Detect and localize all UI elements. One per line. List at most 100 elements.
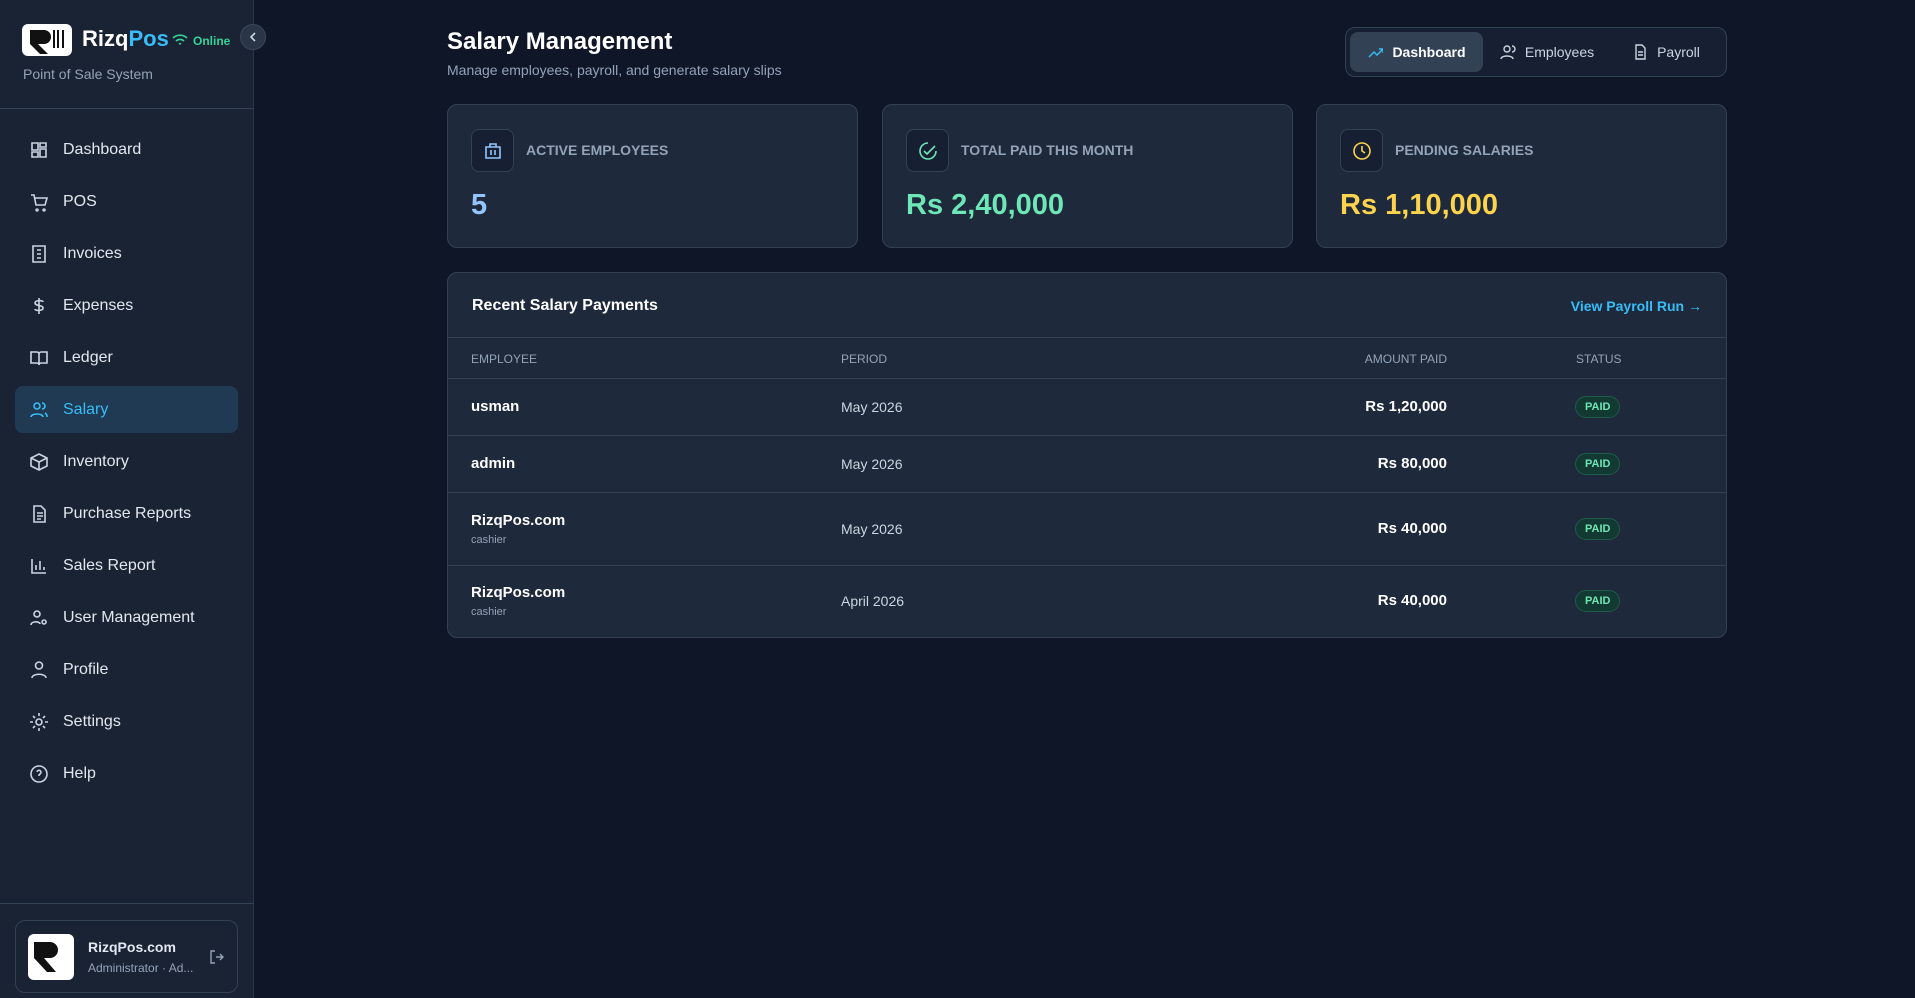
nav-icon: [34, 297, 44, 314]
employee-role: cashier: [471, 606, 507, 618]
status: Online: [193, 34, 231, 48]
amount: Rs 40,000: [1377, 519, 1447, 537]
nav-item[interactable]: Help: [15, 750, 238, 797]
stat-icon: [1340, 129, 1383, 172]
amount: Rs 80,000: [1377, 454, 1447, 472]
nav-icon: [31, 660, 47, 678]
stat-label: TOTAL PAID THIS MONTH: [961, 142, 1134, 158]
nav-item[interactable]: Dashboard: [15, 126, 238, 173]
nav-label: POS: [63, 192, 97, 210]
column-header: AMOUNT PAID: [1364, 352, 1447, 366]
nav-label: Purchase Reports: [63, 504, 192, 522]
payroll-link[interactable]: View Payroll Run →: [1570, 298, 1702, 314]
user-role: Administrator · Ad...: [88, 961, 194, 975]
stat-card: PENDING SALARIES Rs 1,10,000: [1316, 104, 1727, 248]
collapse-button[interactable]: [240, 24, 266, 50]
nav-icon: [31, 558, 46, 574]
employee-role: cashier: [471, 533, 507, 546]
nav-label: User Management: [63, 608, 195, 626]
stat-label: PENDING SALARIES: [1395, 142, 1534, 158]
brand: RizqPos: [82, 26, 169, 52]
nav-icon: [33, 504, 46, 523]
nav-label: Sales Report: [63, 556, 156, 574]
nav-item[interactable]: Expenses: [15, 282, 238, 329]
employee-name: usman: [471, 397, 520, 415]
employee-name: RizqPos.com: [471, 584, 566, 601]
nav-label: Help: [63, 764, 96, 782]
column-header: STATUS: [1576, 352, 1622, 366]
avatar: [28, 934, 74, 980]
page-title: Salary Management: [447, 28, 673, 55]
nav-icon: [30, 764, 48, 783]
column-header: PERIOD: [841, 352, 888, 366]
nav-icon: [30, 452, 48, 471]
column-header: EMPLOYEE: [471, 352, 538, 366]
nav-icon: [30, 401, 48, 417]
nav-item[interactable]: Ledger: [15, 334, 238, 381]
period: May 2026: [841, 398, 903, 415]
amount: Rs 1,20,000: [1365, 397, 1447, 415]
nav-item[interactable]: Salary: [15, 386, 238, 433]
stat-value: Rs 1,10,000: [1340, 189, 1499, 221]
nav-item[interactable]: Invoices: [15, 230, 238, 277]
logo: [22, 24, 72, 56]
status-badge: PAID: [1575, 395, 1621, 418]
card-title: Recent Salary Payments: [472, 297, 658, 314]
stat-card: ACTIVE EMPLOYEES 5: [447, 104, 858, 248]
status-badge: PAID: [1575, 452, 1621, 475]
sidebar: RizqPos Online Point of Sale System Rizq…: [0, 0, 266, 998]
period: May 2026: [841, 520, 903, 537]
nav-label: Dashboard: [63, 140, 142, 158]
stat-label: ACTIVE EMPLOYEES: [526, 142, 669, 158]
tab[interactable]: Employees: [1488, 32, 1606, 72]
divider: [0, 903, 254, 904]
nav-label: Profile: [63, 660, 109, 678]
nav-item[interactable]: Profile: [15, 646, 238, 693]
nav-item[interactable]: User Management: [15, 594, 238, 641]
divider: [0, 108, 254, 109]
tab[interactable]: Payroll: [1610, 32, 1722, 72]
tagline: Point of Sale System: [23, 66, 153, 82]
tab-icon: [1635, 44, 1646, 60]
payments-card: Recent Salary Payments View Payroll Run …: [447, 272, 1727, 638]
brand-part: Pos: [128, 26, 169, 51]
nav-label: Invoices: [63, 244, 122, 262]
status-badge: PAID: [1575, 517, 1621, 540]
page-subtitle: Manage employees, payroll, and generate …: [447, 62, 782, 78]
period: May 2026: [841, 455, 903, 472]
nav-icon: [31, 193, 49, 212]
stat-icon: [906, 129, 949, 172]
employee-name: admin: [471, 454, 516, 472]
logout-icon[interactable]: [210, 950, 224, 964]
divider: [448, 492, 1726, 493]
brand-part: Rizq: [82, 26, 129, 51]
nav-item[interactable]: Inventory: [15, 438, 238, 485]
tab-icon: [1368, 48, 1384, 58]
nav-icon: [30, 350, 48, 365]
nav-item[interactable]: Settings: [15, 698, 238, 745]
stat-icon: [471, 129, 514, 172]
nav-label: Settings: [63, 712, 121, 730]
nav-label: Salary: [63, 400, 109, 418]
user-name: RizqPos.com: [88, 939, 176, 955]
user-card[interactable]: RizqPos.com Administrator · Ad...: [15, 920, 238, 993]
wifi-icon: [172, 34, 188, 45]
tab[interactable]: Dashboard: [1350, 32, 1483, 72]
status-badge: PAID: [1575, 590, 1621, 612]
nav-item[interactable]: Sales Report: [15, 542, 238, 589]
divider: [448, 378, 1726, 379]
tab-icon: [1500, 45, 1516, 60]
tab-label: Payroll: [1657, 44, 1700, 60]
nav-label: Expenses: [63, 296, 134, 314]
divider: [448, 337, 1726, 338]
tab-label: Dashboard: [1392, 44, 1466, 60]
nav-icon: [30, 712, 48, 731]
nav-item[interactable]: Purchase Reports: [15, 490, 238, 537]
stat-value: 5: [471, 189, 488, 221]
employee-name: RizqPos.com: [471, 511, 566, 529]
divider: [448, 565, 1726, 566]
tab-label: Employees: [1524, 44, 1595, 60]
nav-label: Ledger: [63, 348, 113, 366]
nav-item[interactable]: POS: [15, 178, 238, 225]
